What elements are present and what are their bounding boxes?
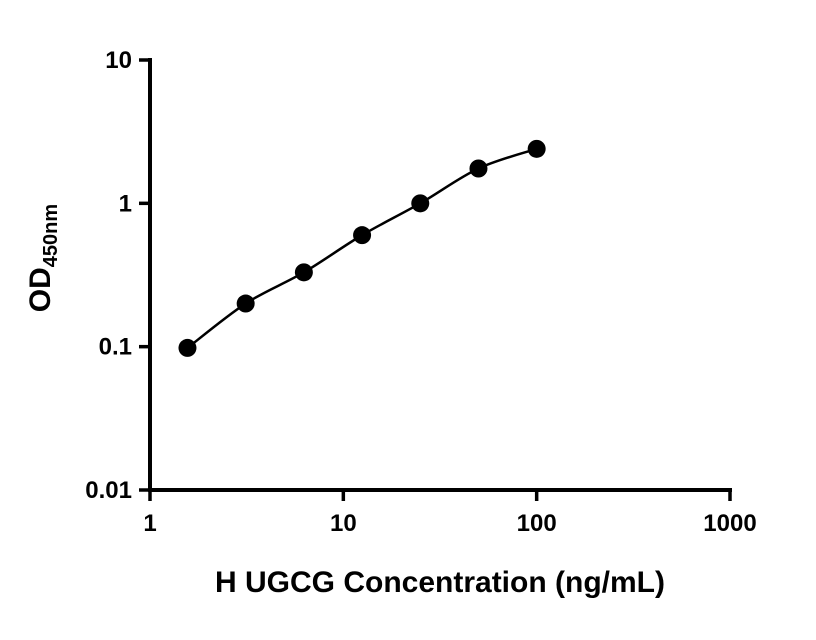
data-points xyxy=(178,139,546,357)
axis-tick-labels: 1 10 100 1000 0.01 0.1 1 10 xyxy=(85,47,756,537)
y-axis-label-subscript: 450nm xyxy=(40,204,62,267)
y-tick-label: 0.1 xyxy=(99,334,132,361)
x-tick-label: 1000 xyxy=(703,510,756,537)
axis-frame xyxy=(148,58,732,492)
data-point xyxy=(353,226,372,245)
x-tick-label: 1 xyxy=(143,510,156,537)
y-tick-label: 10 xyxy=(105,47,132,74)
y-axis-label: OD450nm xyxy=(24,204,62,312)
data-point xyxy=(527,139,546,158)
y-tick-label: 1 xyxy=(119,190,132,217)
data-point xyxy=(469,159,488,178)
data-point xyxy=(178,338,197,357)
axis-ticks xyxy=(139,58,732,501)
x-tick-label: 100 xyxy=(517,510,557,537)
y-axis-label-main: OD xyxy=(24,267,57,312)
y-tick-label: 0.01 xyxy=(85,477,132,504)
axes xyxy=(148,58,732,492)
data-point xyxy=(411,194,430,213)
x-tick-label: 10 xyxy=(330,510,357,537)
data-point xyxy=(294,263,313,282)
x-axis-label: H UGCG Concentration (ng/mL) xyxy=(215,566,665,599)
data-point xyxy=(236,294,255,313)
fit-curve-line xyxy=(186,147,538,349)
